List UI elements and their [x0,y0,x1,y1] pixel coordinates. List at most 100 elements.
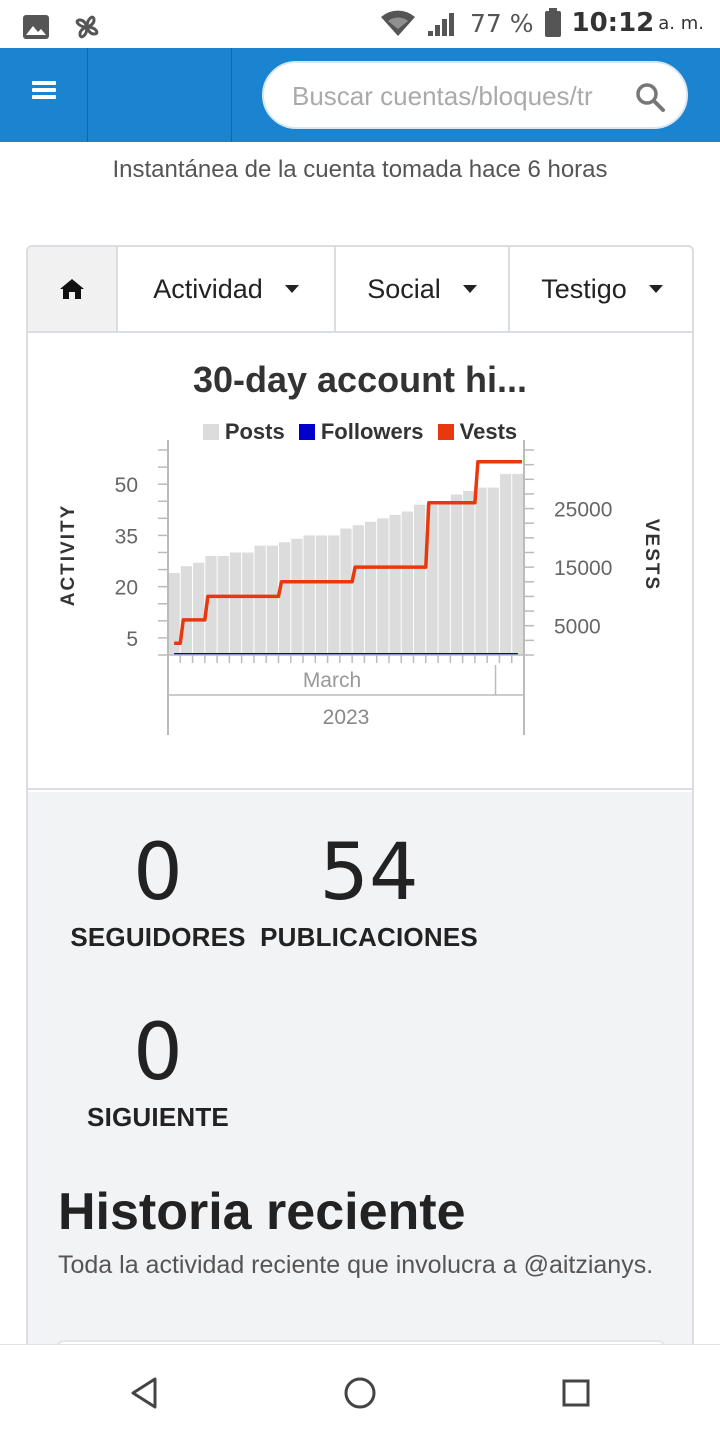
caret-down-icon [284,285,299,293]
posts-bar [217,555,229,655]
legend-label-followers: Followers [320,419,424,444]
followers-label: SEGUIDORES [70,922,246,952]
back-icon[interactable] [125,1373,165,1413]
recents-icon[interactable] [556,1373,596,1413]
posts-bar [278,542,291,655]
tab-home[interactable] [28,247,118,331]
posts-bar [229,552,242,655]
recent-history-title: Historia reciente [58,1183,466,1241]
left-tick-label: 20 [115,577,138,600]
legend-swatch-posts [202,424,219,440]
caret-down-icon [462,285,477,293]
x-month-label: March [303,669,361,692]
legend-item-followers[interactable]: Followers [298,419,424,445]
followers-count: 0 [133,828,183,918]
posts-bar [512,473,524,655]
posts-bar [389,514,401,655]
home-circle-icon[interactable] [340,1373,380,1413]
right-axis-title: VESTS [641,519,662,591]
tab-social-label: Social [367,273,441,304]
tab-activity-label: Actividad [153,273,263,304]
home-icon [60,279,84,299]
battery-percent: 77 % [469,8,534,38]
posts-count: 54 [319,828,419,918]
posts-bar [475,487,487,655]
posts-bar [242,552,254,655]
appbar-divider [231,48,232,142]
legend-label-vests: Vests [459,419,518,444]
tab-bar: Actividad Social Testigo [28,247,692,333]
posts-bar [291,538,303,655]
navigation-bar [0,1344,720,1440]
posts-bar [254,545,266,655]
legend-swatch-followers [298,424,315,440]
following-stat[interactable]: 0 SIGUIENTE [70,1014,246,1133]
right-tick-label: 15000 [554,557,612,580]
posts-bar [450,494,463,655]
followers-stat[interactable]: 0 SEGUIDORES [70,834,246,953]
search-input[interactable] [292,77,622,115]
posts-bar [193,562,205,655]
posts-bar [401,511,414,655]
posts-bar [315,535,328,655]
caret-down-icon [648,285,663,293]
tab-witness-label: Testigo [541,273,627,304]
tab-social[interactable]: Social [336,247,510,331]
pinwheel-icon [75,15,99,39]
left-tick-label: 35 [115,525,138,548]
posts-bar [352,525,364,655]
recent-history-subtitle: Toda la actividad reciente que involucra… [58,1251,654,1279]
posts-label: PUBLICACIONES [260,922,478,952]
chart-panel: 50 35 20 5 25000 15000 5000 ACTIVITY VESTS March 2… [28,335,692,790]
image-icon [23,15,49,39]
posts-bar [205,555,217,655]
chart-title: 30-day account hi... [192,359,528,400]
search-icon[interactable] [634,81,666,113]
chart-legend: Posts Followers Vests [28,419,692,445]
posts-bar [180,566,193,655]
wifi-icon [380,10,415,36]
x-year-label: 2023 [323,706,370,729]
posts-stat[interactable]: 54 PUBLICACIONES [256,834,482,953]
signal-icon [427,13,454,36]
posts-bar [414,504,426,655]
legend-label-posts: Posts [224,419,285,444]
posts-bar [438,501,450,655]
posts-bar [463,491,475,655]
account-card: Actividad Social Testigo 50 35 20 5 25000 150… [26,245,694,1355]
status-bar: 77 % 10:12 a. m. [0,0,720,48]
clock-time: 10:12 [571,8,655,38]
right-tick-label: 25000 [554,499,612,522]
search-bar[interactable] [262,61,688,129]
following-count: 0 [133,1008,183,1098]
legend-swatch-vests [437,424,454,440]
posts-bar [426,504,438,655]
tab-activity[interactable]: Actividad [118,247,336,331]
left-tick-label: 5 [126,628,138,651]
posts-bar [266,545,278,655]
app-bar [0,48,720,142]
vests-line [174,459,522,646]
hamburger-menu-icon[interactable] [20,78,68,114]
clock-ampm: a. m. [658,12,704,34]
tab-witness[interactable]: Testigo [510,247,692,331]
account-history-chart: 50 35 20 5 25000 15000 5000 ACTIVITY VESTS March 2… [58,440,662,735]
posts-bar [499,473,512,655]
posts-bar [364,521,377,655]
following-label: SIGUIENTE [87,1102,229,1132]
left-tick-label: 50 [115,474,138,497]
posts-bar [487,487,499,655]
posts-bar [328,535,340,655]
appbar-divider [87,48,88,142]
battery-icon [544,8,561,37]
posts-bar [340,528,352,655]
legend-item-posts[interactable]: Posts [202,419,285,445]
legend-item-vests[interactable]: Vests [437,419,518,445]
posts-bar [303,535,315,655]
right-tick-label: 5000 [554,616,601,639]
left-axis-title: ACTIVITY [58,504,79,607]
posts-bar [168,573,180,655]
stats-panel: 0 SEGUIDORES 54 PUBLICACIONES 0 SIGUIENT… [28,792,692,1353]
snapshot-notice: Instantánea de la cuenta tomada hace 6 h… [112,156,608,183]
posts-bar [377,518,389,655]
